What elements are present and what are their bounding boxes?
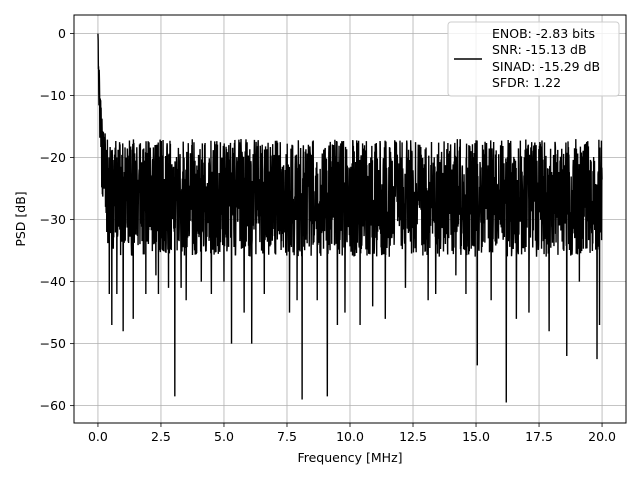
y-tick-label: −50 (40, 336, 66, 351)
x-tick-label: 2.5 (151, 429, 171, 444)
legend-line-sfdr: SFDR: 1.22 (492, 75, 561, 90)
x-tick-label: 7.5 (277, 429, 297, 444)
y-tick-label: −60 (40, 398, 66, 413)
x-axis-label: Frequency [MHz] (297, 450, 402, 465)
x-tick-label: 20.0 (588, 429, 616, 444)
y-axis-label: PSD [dB] (13, 191, 28, 246)
legend-line-sinad: SINAD: -15.29 dB (492, 59, 600, 74)
y-tick-label: −10 (40, 88, 66, 103)
psd-series-line (97, 33, 603, 403)
plot-area (97, 33, 603, 403)
y-tick-label: −20 (40, 150, 66, 165)
legend-box (447, 21, 620, 97)
y-axis-ticks: 0 −10 −20 −30 −40 −50 −60 (40, 26, 74, 413)
x-tick-label: 15.0 (462, 429, 490, 444)
y-tick-label: −30 (40, 212, 66, 227)
y-tick-label: −40 (40, 274, 66, 289)
x-tick-label: 17.5 (525, 429, 553, 444)
legend-line-snr: SNR: -15.13 dB (492, 42, 587, 57)
x-tick-label: 10.0 (336, 429, 364, 444)
legend-line-enob: ENOB: -2.83 bits (492, 26, 595, 41)
legend: ENOB: -2.83 bits SNR: -15.13 dB SINAD: -… (447, 21, 620, 97)
x-tick-label: 12.5 (399, 429, 427, 444)
x-tick-label: 0.0 (88, 429, 108, 444)
x-axis-ticks: 0.0 2.5 5.0 7.5 10.0 12.5 15.0 17.5 20.0 (88, 423, 616, 444)
y-tick-label: 0 (58, 26, 66, 41)
x-tick-label: 5.0 (214, 429, 234, 444)
